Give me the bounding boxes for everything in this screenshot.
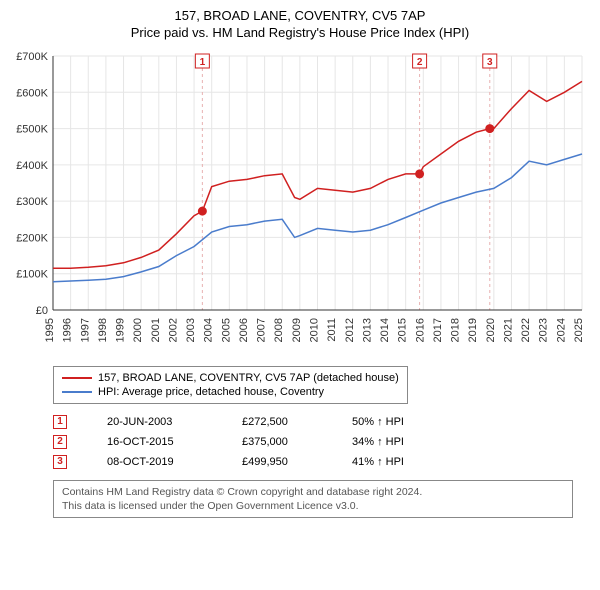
svg-text:1995: 1995 (44, 318, 56, 342)
svg-text:£600K: £600K (16, 87, 48, 99)
svg-text:£300K: £300K (16, 196, 48, 208)
svg-text:2015: 2015 (397, 318, 409, 342)
svg-text:£400K: £400K (16, 160, 48, 172)
svg-text:2000: 2000 (132, 318, 144, 342)
sale-point-pct: 41% ↑ HPI (352, 456, 432, 468)
svg-text:2006: 2006 (238, 318, 250, 342)
sale-point-pct: 34% ↑ HPI (352, 436, 432, 448)
attribution-footer: Contains HM Land Registry data © Crown c… (53, 480, 573, 518)
svg-text:2013: 2013 (361, 318, 373, 342)
svg-text:2012: 2012 (344, 318, 356, 342)
svg-text:1998: 1998 (97, 318, 109, 342)
sale-point-date: 16-OCT-2015 (107, 436, 202, 448)
svg-text:2021: 2021 (502, 318, 514, 342)
svg-text:1997: 1997 (79, 318, 91, 342)
svg-text:1996: 1996 (62, 318, 74, 342)
sale-point-marker: 2 (53, 435, 67, 449)
svg-text:2009: 2009 (291, 318, 303, 342)
sale-point-date: 08-OCT-2019 (107, 456, 202, 468)
svg-text:2002: 2002 (167, 318, 179, 342)
chart-title-main: 157, BROAD LANE, COVENTRY, CV5 7AP (8, 8, 592, 23)
svg-text:2007: 2007 (256, 318, 268, 342)
svg-text:1999: 1999 (115, 318, 127, 342)
chart-title-sub: Price paid vs. HM Land Registry's House … (8, 25, 592, 40)
svg-text:2019: 2019 (467, 318, 479, 342)
legend-label: HPI: Average price, detached house, Cove… (98, 386, 324, 398)
svg-text:2011: 2011 (326, 318, 338, 342)
sale-point-row: 2 16-OCT-2015 £375,000 34% ↑ HPI (53, 432, 592, 452)
svg-text:2: 2 (417, 57, 423, 68)
line-chart-svg: £0 £100K £200K £300K £400K £500K £600K £700K 199… (8, 50, 592, 360)
svg-text:2003: 2003 (185, 318, 197, 342)
chart-area: £0 £100K £200K £300K £400K £500K £600K £700K 199… (8, 50, 592, 360)
sale-point-price: £272,500 (242, 416, 312, 428)
sale-point-date: 20-JUN-2003 (107, 416, 202, 428)
svg-text:2008: 2008 (273, 318, 285, 342)
svg-text:2023: 2023 (538, 318, 550, 342)
sale-point-price: £499,950 (242, 456, 312, 468)
sale-point-marker: 3 (53, 455, 67, 469)
svg-text:2025: 2025 (573, 318, 585, 342)
footer-line-1: Contains HM Land Registry data © Crown c… (62, 485, 564, 499)
svg-text:£100K: £100K (16, 269, 48, 281)
svg-text:2024: 2024 (555, 318, 567, 342)
svg-text:2017: 2017 (432, 318, 444, 342)
svg-text:2016: 2016 (414, 318, 426, 342)
sale-point-marker: 1 (53, 415, 67, 429)
svg-text:£0: £0 (36, 305, 48, 317)
legend-item: HPI: Average price, detached house, Cove… (62, 385, 399, 399)
svg-text:2014: 2014 (379, 318, 391, 342)
svg-text:3: 3 (487, 57, 493, 68)
svg-text:£500K: £500K (16, 124, 48, 136)
sale-point-row: 3 08-OCT-2019 £499,950 41% ↑ HPI (53, 452, 592, 472)
sale-point-price: £375,000 (242, 436, 312, 448)
legend-swatch (62, 391, 92, 393)
sale-point-pct: 50% ↑ HPI (352, 416, 432, 428)
legend-item: 157, BROAD LANE, COVENTRY, CV5 7AP (deta… (62, 371, 399, 385)
legend-swatch (62, 377, 92, 379)
svg-text:2022: 2022 (520, 318, 532, 342)
svg-text:2010: 2010 (309, 318, 321, 342)
legend-label: 157, BROAD LANE, COVENTRY, CV5 7AP (deta… (98, 372, 399, 384)
footer-line-2: This data is licensed under the Open Gov… (62, 499, 564, 513)
svg-text:2005: 2005 (220, 318, 232, 342)
svg-text:2020: 2020 (485, 318, 497, 342)
sale-points-table: 1 20-JUN-2003 £272,500 50% ↑ HPI 2 16-OCT-201… (53, 412, 592, 472)
svg-text:2001: 2001 (150, 318, 162, 342)
sale-point-row: 1 20-JUN-2003 £272,500 50% ↑ HPI (53, 412, 592, 432)
legend: 157, BROAD LANE, COVENTRY, CV5 7AP (deta… (53, 366, 408, 404)
svg-text:2004: 2004 (203, 318, 215, 342)
svg-text:2018: 2018 (450, 318, 462, 342)
svg-text:£200K: £200K (16, 232, 48, 244)
svg-text:1: 1 (200, 57, 206, 68)
svg-text:£700K: £700K (16, 51, 48, 63)
